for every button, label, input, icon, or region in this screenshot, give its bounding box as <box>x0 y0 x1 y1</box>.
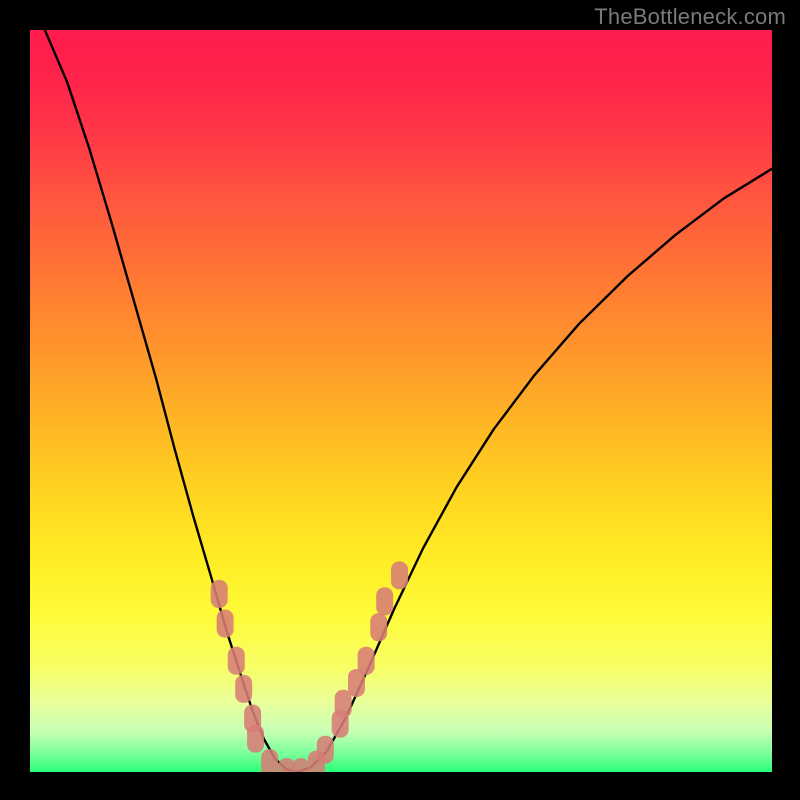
curve-marker <box>391 561 408 589</box>
chart-canvas: TheBottleneck.com <box>0 0 800 800</box>
chart-gradient-background <box>30 30 772 772</box>
curve-marker <box>317 736 334 764</box>
curve-marker <box>376 587 393 615</box>
bottleneck-chart-svg <box>0 0 800 800</box>
curve-marker <box>235 675 252 703</box>
curve-marker <box>335 690 352 718</box>
curve-marker <box>211 580 228 608</box>
curve-marker <box>358 647 375 675</box>
curve-marker <box>247 725 264 753</box>
curve-marker <box>228 647 245 675</box>
curve-marker <box>217 610 234 638</box>
watermark-text: TheBottleneck.com <box>594 4 786 30</box>
curve-marker <box>370 613 387 641</box>
